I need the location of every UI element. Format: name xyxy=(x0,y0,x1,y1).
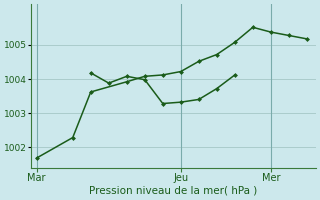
X-axis label: Pression niveau de la mer( hPa ): Pression niveau de la mer( hPa ) xyxy=(90,186,258,196)
